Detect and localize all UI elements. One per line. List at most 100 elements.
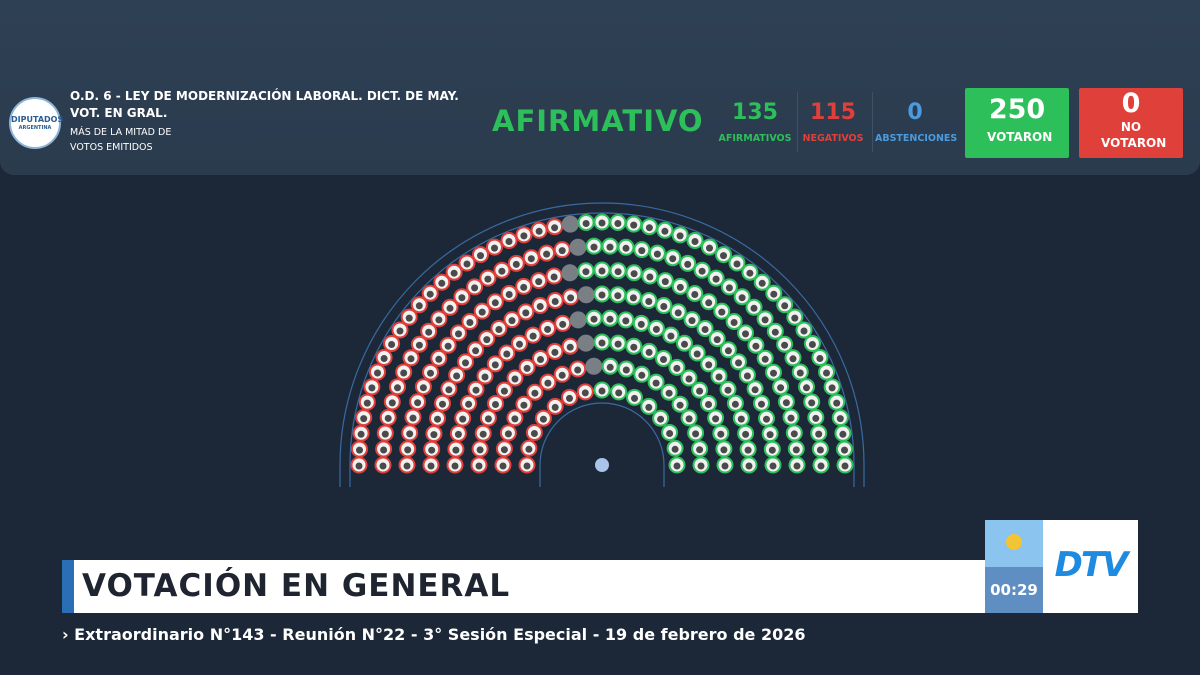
seat-photo xyxy=(380,355,388,362)
seat-photo xyxy=(559,320,567,328)
seat-photo xyxy=(685,375,693,383)
seat-photo xyxy=(720,252,727,260)
seat-photo xyxy=(544,325,552,333)
seat-photo xyxy=(696,387,704,395)
seat-photo xyxy=(724,386,732,394)
seat-photo xyxy=(511,375,519,383)
seat-photo xyxy=(763,415,770,423)
seat-photo xyxy=(657,415,665,423)
seat-photo xyxy=(752,342,760,350)
seat-photo xyxy=(475,462,483,470)
seat-photo xyxy=(691,238,699,245)
seat-photo xyxy=(631,394,638,402)
logo-text: DIPUTADOS xyxy=(11,115,64,124)
seat-photo xyxy=(724,347,732,355)
seat-photo xyxy=(630,221,638,229)
seat-photo xyxy=(841,462,849,470)
seat-photo xyxy=(462,359,469,367)
seat-photo xyxy=(479,430,487,438)
seat-photo xyxy=(414,399,422,407)
seat-photo xyxy=(622,244,630,252)
seat-photo xyxy=(667,332,675,340)
seat-photo xyxy=(530,430,538,437)
seat-photo xyxy=(674,309,682,317)
seat-photo xyxy=(705,299,713,307)
seat-photo xyxy=(505,291,513,298)
seat-photo xyxy=(446,304,454,312)
seat-photo xyxy=(758,279,766,287)
seat-photo xyxy=(466,319,474,326)
seat-photo xyxy=(400,369,408,377)
seat xyxy=(585,357,603,375)
seat-photo xyxy=(638,247,646,255)
seat-photo xyxy=(742,430,750,438)
seat-photo xyxy=(653,250,661,258)
seat-photo xyxy=(360,415,368,423)
bill-title: O.D. 6 - LEY DE MODERNIZACIÓN LABORAL. D… xyxy=(70,89,459,120)
seat-photo xyxy=(566,394,573,402)
seat-photo xyxy=(622,317,630,325)
seat-photo xyxy=(425,328,433,336)
seat-photo xyxy=(531,389,539,397)
seat-photo xyxy=(500,446,508,454)
seat-photo xyxy=(537,356,544,363)
seat-photo xyxy=(415,341,423,349)
seat-photo xyxy=(499,462,507,470)
seat-photo xyxy=(696,446,704,454)
seat-photo xyxy=(629,294,637,302)
seat-photo xyxy=(751,386,759,394)
hemicycle xyxy=(339,202,865,487)
count-label: VOTARON xyxy=(987,130,1053,144)
seat-photo xyxy=(404,446,412,454)
seat-photo xyxy=(453,372,461,380)
seat-photo xyxy=(721,462,729,470)
seat-photo xyxy=(800,327,808,335)
seat-photo xyxy=(516,340,523,348)
seat-photo xyxy=(669,255,677,263)
seat-photo xyxy=(697,462,705,470)
seat-photo xyxy=(743,372,751,380)
count: 250 xyxy=(988,94,1046,125)
seat-photo xyxy=(676,232,684,240)
seat-photo xyxy=(454,430,462,438)
seat-photo xyxy=(567,294,575,302)
seat-photo xyxy=(459,415,467,423)
seat xyxy=(569,238,587,256)
abstenciones: 0 ABSTENCIONES xyxy=(875,100,957,144)
seat-photo xyxy=(381,430,389,438)
seat-photo xyxy=(770,290,778,298)
seat-photo xyxy=(816,446,824,454)
seat-photo xyxy=(744,446,752,454)
seat-photo xyxy=(438,279,446,287)
lower-third: VOTACIÓN EN GENERAL xyxy=(62,560,985,613)
seat-photo xyxy=(419,384,427,392)
seat-photo xyxy=(661,227,669,235)
seat-photo xyxy=(522,309,530,317)
seat-photo xyxy=(606,243,614,251)
seat-photo xyxy=(368,384,376,392)
seat-photo xyxy=(484,275,492,283)
seat-photo xyxy=(713,336,721,344)
seat-photo xyxy=(551,348,559,356)
seat-photo xyxy=(746,269,754,277)
count: 0 xyxy=(1121,88,1141,119)
seat-photo xyxy=(789,355,797,363)
seat-photo xyxy=(738,294,746,302)
seat-photo xyxy=(551,224,559,232)
seat-photo xyxy=(481,373,489,381)
negativos: 115 NEGATIVOS xyxy=(793,100,873,144)
seat-photo xyxy=(566,343,574,351)
seat-photo xyxy=(761,316,769,324)
seat-photo xyxy=(733,260,741,268)
seat-photo xyxy=(692,430,700,438)
seat-photo xyxy=(511,415,519,423)
seat-photo xyxy=(812,414,820,422)
separator xyxy=(872,92,873,152)
seat-photo xyxy=(777,384,785,392)
seat-photo xyxy=(737,415,745,423)
seat-photo xyxy=(472,386,480,394)
seat-photo xyxy=(676,283,684,291)
seat-photo xyxy=(598,267,606,275)
seat-photo xyxy=(495,326,503,333)
